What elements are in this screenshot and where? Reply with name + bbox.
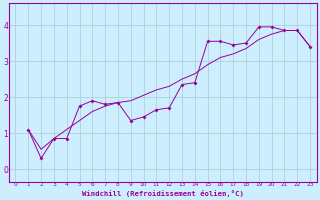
X-axis label: Windchill (Refroidissement éolien,°C): Windchill (Refroidissement éolien,°C) — [82, 190, 244, 197]
